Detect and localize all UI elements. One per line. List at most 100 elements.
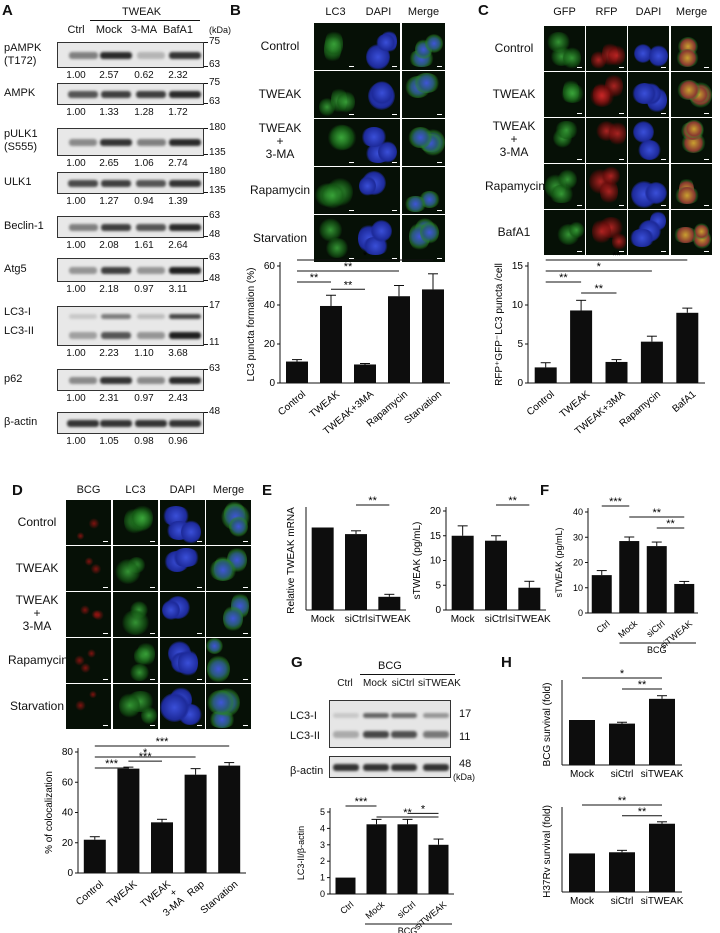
y-tick-label: 5 [517, 339, 523, 350]
y-axis-label: RFP⁺GFP⁻LC3 puncta /cell [494, 263, 505, 386]
significance-label: ** [344, 261, 353, 273]
panel-letter-c: C [478, 2, 489, 19]
blot-band [333, 764, 359, 771]
densitometry-value: 1.39 [168, 196, 188, 207]
category-label-line: + [168, 887, 180, 899]
bar [605, 361, 628, 383]
scale-bar [661, 113, 666, 114]
scale-bar [349, 258, 354, 259]
mw-marker: 63 [209, 96, 221, 107]
mw-tick [204, 172, 208, 173]
y-axis-label: % of colocalization [44, 771, 55, 854]
densitometry-value: 2.65 [99, 158, 119, 169]
bar [674, 583, 695, 613]
significance-label: * [143, 747, 148, 759]
category-label: siTWEAK [641, 769, 684, 780]
significance-label: ** [652, 507, 661, 519]
row-label: Control [8, 515, 66, 529]
bar [83, 839, 106, 873]
row-label: TWEAK +3-MA [8, 593, 66, 633]
mw-tick [204, 306, 208, 307]
densitometry-value: 2.43 [168, 393, 188, 404]
category-label-line: Mock [616, 618, 639, 640]
scale-bar [150, 587, 155, 588]
significance-label: ** [559, 272, 568, 284]
scale-bar [619, 67, 624, 68]
bar [151, 822, 173, 873]
blot-band [68, 332, 98, 339]
micrograph-tile [628, 118, 669, 163]
row-label-line: Control [494, 40, 534, 55]
blot-label-line1: pAMPK [4, 42, 42, 54]
bar [388, 296, 410, 383]
scale-bar [197, 587, 202, 588]
tweak-group-label: TWEAK [122, 6, 162, 18]
blot-band [363, 731, 389, 738]
blot-band [135, 420, 167, 427]
micrograph-tile [544, 72, 585, 117]
panel-letter-g: G [291, 654, 303, 671]
category-label: siCtrl [611, 896, 634, 907]
densitometry-value: 1.27 [99, 196, 119, 207]
blot-band [67, 420, 99, 427]
mw-marker: 11 [459, 731, 471, 743]
micrograph-tile [314, 23, 357, 70]
scale-bar [661, 251, 666, 252]
cell-blob [413, 72, 441, 93]
mw-marker: 17 [209, 300, 221, 311]
cell-blob [607, 44, 626, 68]
blot-row-label: pULK1 (S555) [4, 128, 38, 154]
group-label: BCG [398, 926, 418, 933]
scale-bar [150, 541, 155, 542]
blot-label-line1: ULK1 [4, 176, 32, 188]
cell-blob [360, 127, 388, 147]
category-label-line: siCtrl [395, 899, 417, 920]
micrograph-tile [628, 26, 669, 71]
blot-band [423, 713, 449, 718]
scale-bar [243, 541, 248, 542]
y-tick-label: 0 [578, 608, 583, 618]
micrograph-tile [357, 215, 400, 262]
blot-band [169, 52, 201, 59]
cell-blob [560, 84, 585, 103]
cell-blob [318, 96, 335, 117]
y-tick-label: 80 [62, 747, 74, 758]
significance-label: *** [355, 796, 369, 808]
cell-blob [84, 684, 103, 704]
row-label-line: + [510, 131, 518, 146]
scale-bar [392, 114, 397, 115]
y-axis-label: LC3-II/β-actin [296, 826, 306, 880]
cell-blob [568, 221, 584, 240]
scale-bar [392, 210, 397, 211]
significance-label: ** [368, 495, 377, 507]
scale-bar [704, 159, 709, 160]
scale-bar [150, 725, 155, 726]
micrograph-tile [113, 638, 158, 683]
cell-blob [645, 182, 668, 205]
category-label: BafA1 [670, 389, 698, 415]
column-header: DAPI [169, 484, 196, 496]
blot-band [169, 91, 201, 98]
row-label: Rapamycin [8, 653, 68, 667]
mw-tick [204, 280, 208, 281]
significance-label: ** [618, 795, 627, 807]
micrograph-tile [628, 164, 669, 209]
bar [345, 534, 367, 610]
scale-bar [197, 725, 202, 726]
blot-band [100, 52, 132, 59]
cell-blob [160, 693, 190, 722]
bcg-group-line [360, 674, 455, 675]
significance-label: *** [609, 496, 623, 508]
blot-label-line2: (S555) [4, 141, 38, 153]
significance-label: * [620, 668, 625, 680]
scale-bar [661, 159, 666, 160]
densitometry-value: 2.74 [168, 158, 188, 169]
blot-band [100, 224, 132, 231]
blot-strip [329, 700, 451, 748]
cell-blob [319, 182, 345, 209]
kda-unit-label: (kDa) [453, 772, 475, 782]
densitometry-value: 2.64 [168, 240, 188, 251]
blot-band [68, 52, 98, 59]
row-label-line: TWEAK [492, 86, 536, 101]
category-label: Mock [616, 618, 639, 640]
